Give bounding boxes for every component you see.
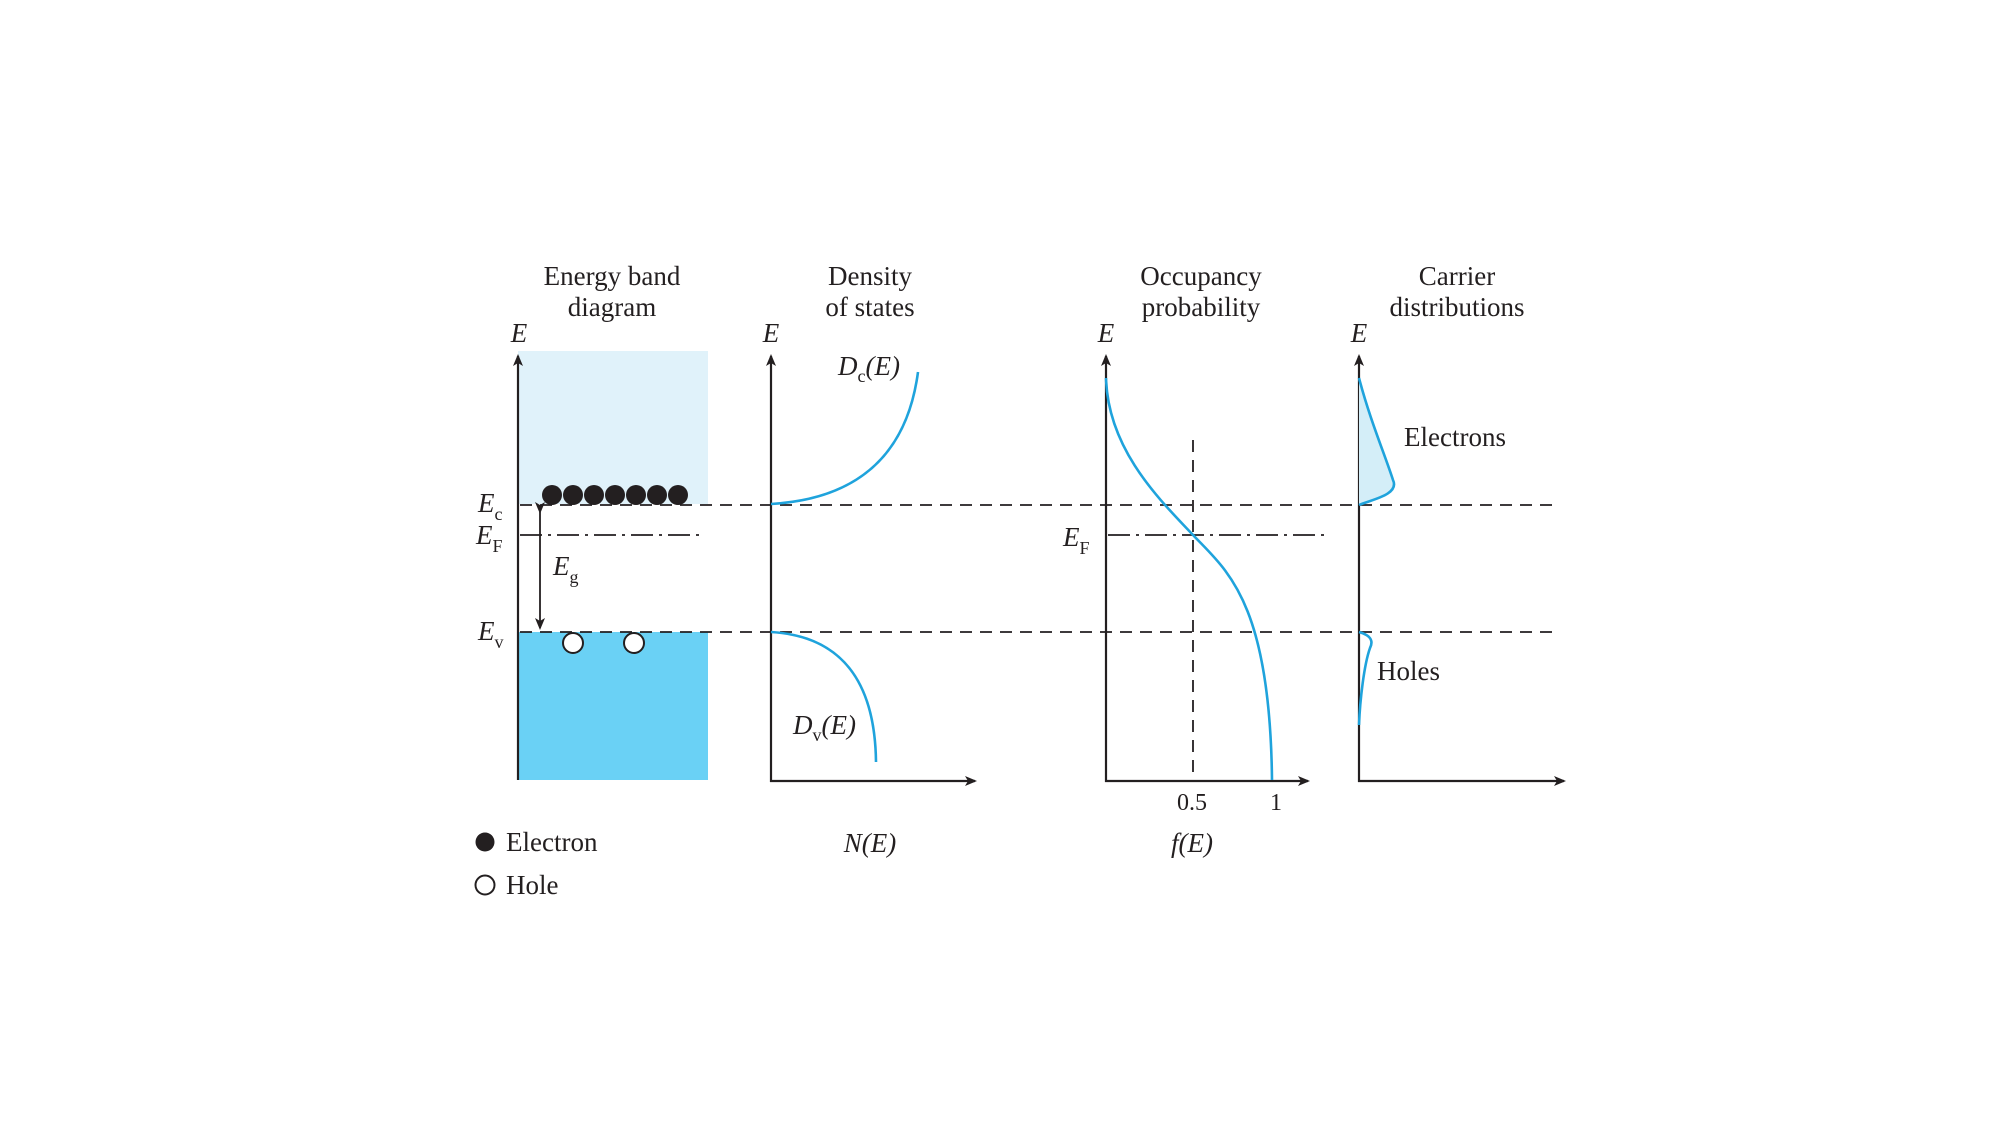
hole-distribution-curve <box>1357 630 1373 726</box>
band-title-line1: Energy band <box>544 261 681 291</box>
legend: Electron Hole <box>474 827 598 900</box>
ef-label-occ: EF <box>1062 522 1090 558</box>
legend-hole-label: Hole <box>506 870 559 900</box>
dos-title-line1: Density <box>828 261 912 291</box>
ef-label-band: EF <box>475 520 503 556</box>
conduction-band-region <box>518 351 708 504</box>
tick-half: 0.5 <box>1177 790 1207 816</box>
carrier-axis-label: E <box>1350 318 1368 348</box>
dc-curve <box>770 371 920 506</box>
dv-curve <box>770 630 878 763</box>
legend-electron-marker <box>475 832 495 852</box>
valence-band-region <box>518 632 708 780</box>
occ-axis-label: E <box>1097 318 1115 348</box>
electron-dot <box>626 485 646 505</box>
electron-distribution-curve <box>1357 377 1396 507</box>
dc-label: Dc(E) <box>837 351 900 386</box>
ec-label: Ec <box>477 488 503 524</box>
dos-axis-label: E <box>762 318 780 348</box>
hole-row <box>562 632 645 654</box>
occ-title-line1: Occupancy <box>1140 261 1262 291</box>
legend-hole-marker <box>474 874 496 896</box>
dv-label: Dv(E) <box>792 710 856 745</box>
electron-dot <box>647 485 667 505</box>
tick-one: 1 <box>1270 790 1282 816</box>
hole-dot <box>562 632 584 654</box>
electron-dot <box>563 485 583 505</box>
electrons-label: Electrons <box>1404 422 1506 452</box>
band-axis-label: E <box>510 318 528 348</box>
occ-x-label: f(E) <box>1171 828 1213 858</box>
band-title-line2: diagram <box>568 292 656 322</box>
holes-label: Holes <box>1377 656 1440 686</box>
electron-dot <box>584 485 604 505</box>
dos-x-label: N(E) <box>843 828 896 858</box>
carrier-title-line2: distributions <box>1389 292 1524 322</box>
fermi-dirac-curve <box>1104 377 1274 781</box>
electron-dot <box>605 485 625 505</box>
dos-title-line2: of states <box>825 292 914 322</box>
occ-title-line2: probability <box>1142 292 1261 322</box>
occupancy-panel: Occupancy probability E EF 0.5 1 f(E) <box>1062 261 1325 858</box>
ev-label: Ev <box>477 616 504 652</box>
eg-label: Eg <box>552 551 579 587</box>
legend-electron-label: Electron <box>506 827 598 857</box>
carrier-title-line1: Carrier <box>1419 261 1495 291</box>
electron-dot <box>668 485 688 505</box>
energy-band-panel: Energy band diagram E Eg Ec EF Ev <box>475 261 708 780</box>
electron-dot <box>542 485 562 505</box>
density-of-states-panel: Density of states E Dc(E) Dv(E) N(E) <box>762 261 977 858</box>
carrier-distribution-panel: Carrier distributions E Electrons Holes <box>1350 261 1566 786</box>
hole-dot <box>623 632 645 654</box>
electron-row <box>542 485 688 505</box>
